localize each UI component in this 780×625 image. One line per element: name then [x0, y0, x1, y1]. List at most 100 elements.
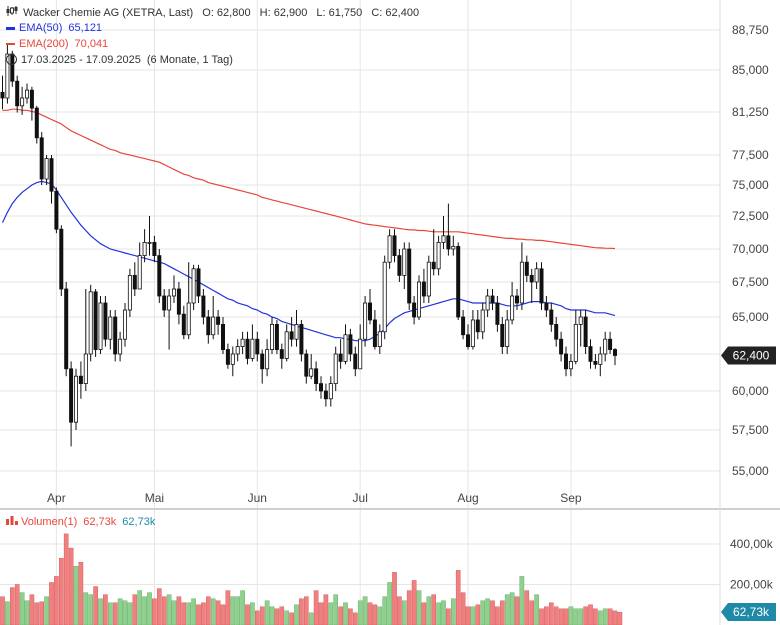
candle-body [83, 353, 88, 385]
candle [137, 242, 142, 290]
candle-body [505, 319, 510, 347]
volume-bar [402, 600, 407, 625]
price-tick-label: 65,000 [732, 310, 769, 324]
candle-body [421, 281, 426, 297]
volume-bar [573, 608, 579, 625]
candle-body [123, 309, 128, 340]
candle [196, 264, 201, 303]
volume-bar [568, 606, 574, 625]
candle [279, 343, 284, 369]
candles-layer [0, 43, 618, 447]
candle [441, 216, 446, 249]
candle-body [431, 261, 436, 270]
candle [583, 310, 588, 354]
candle-body [240, 338, 245, 348]
candle-body [220, 323, 225, 350]
candle-body [103, 302, 108, 340]
month-label: Apr [47, 491, 66, 505]
candle [0, 75, 5, 110]
price-tick-label: 60,000 [732, 384, 769, 398]
candle-body [456, 245, 461, 318]
candle-body [0, 92, 5, 99]
volume-bar [338, 606, 343, 625]
candle [78, 361, 83, 399]
candle [74, 368, 79, 430]
candle [470, 310, 475, 350]
candle [201, 289, 206, 325]
volume-bar [328, 602, 334, 625]
candle [515, 289, 520, 310]
candle-body [387, 235, 392, 263]
candle [24, 83, 29, 104]
time-grid [55, 0, 572, 625]
volume-bar [343, 602, 348, 625]
candle-body [475, 319, 480, 333]
candle-body [250, 338, 255, 359]
volume-bar [357, 600, 363, 625]
price-tick-label: 72,500 [732, 209, 769, 223]
candle [20, 86, 25, 115]
candle-body [216, 316, 221, 325]
price-tick-label: 57,500 [732, 423, 769, 437]
candle-body [260, 353, 265, 370]
candle-body [64, 288, 69, 370]
volume-bar [181, 602, 187, 625]
candle [245, 331, 250, 365]
last-price-label: 62,400 [733, 348, 770, 362]
candle-body [441, 235, 446, 243]
candle [392, 229, 397, 263]
volume-bar [617, 612, 623, 625]
volume-bar [152, 598, 157, 625]
candle-body [613, 349, 618, 356]
volume-bar [534, 594, 539, 625]
volume-bar [495, 606, 500, 625]
candle [93, 289, 98, 357]
volume-bar [470, 606, 476, 625]
ema200-value: 70,041 [74, 38, 109, 50]
candle-body [338, 353, 343, 362]
candle [206, 310, 211, 344]
candle [451, 235, 456, 256]
volume-bar [289, 612, 294, 625]
volume-bar [426, 596, 432, 625]
volume-bar [259, 606, 265, 625]
volume-bar [147, 592, 152, 625]
candle [127, 268, 132, 317]
volume-bar [451, 598, 456, 625]
candle [176, 282, 181, 325]
price-tick-label: 75,000 [732, 178, 769, 192]
candle [568, 354, 573, 377]
volume-bar [372, 604, 378, 625]
candle-body [98, 302, 103, 350]
candle [372, 310, 377, 350]
volume-bar [333, 594, 339, 625]
candle-body [93, 291, 98, 350]
candle-body [446, 235, 451, 250]
volume-bar [304, 596, 309, 625]
volume-bar [308, 612, 314, 625]
volume-label: Volumen(1) [21, 516, 78, 528]
ohlc-legend: Wacker Chemie AG (XETRA, Last) O: 62,800… [6, 6, 425, 19]
candle-body [510, 295, 515, 321]
candle-body [24, 89, 29, 99]
candle [289, 317, 294, 347]
volume-bar [171, 600, 177, 625]
volume-bar [210, 598, 216, 625]
volume-bar [161, 596, 167, 625]
candle-body [343, 334, 348, 362]
candle-body [363, 302, 368, 340]
ema50-legend: EMA(50) 65,121 [6, 22, 108, 34]
candle-body [490, 295, 495, 304]
candle-body [480, 309, 485, 333]
volume-bar [156, 588, 162, 625]
open-value: O: 62,800 [202, 7, 251, 19]
month-label: Mai [145, 491, 164, 505]
ema200-legend: EMA(200) 70,041 [6, 38, 114, 50]
volume-bar [63, 533, 69, 625]
volume-bar [392, 572, 397, 625]
candle-body [564, 353, 569, 370]
volume-bar [602, 608, 608, 625]
candle [132, 262, 137, 296]
candle [230, 346, 235, 377]
